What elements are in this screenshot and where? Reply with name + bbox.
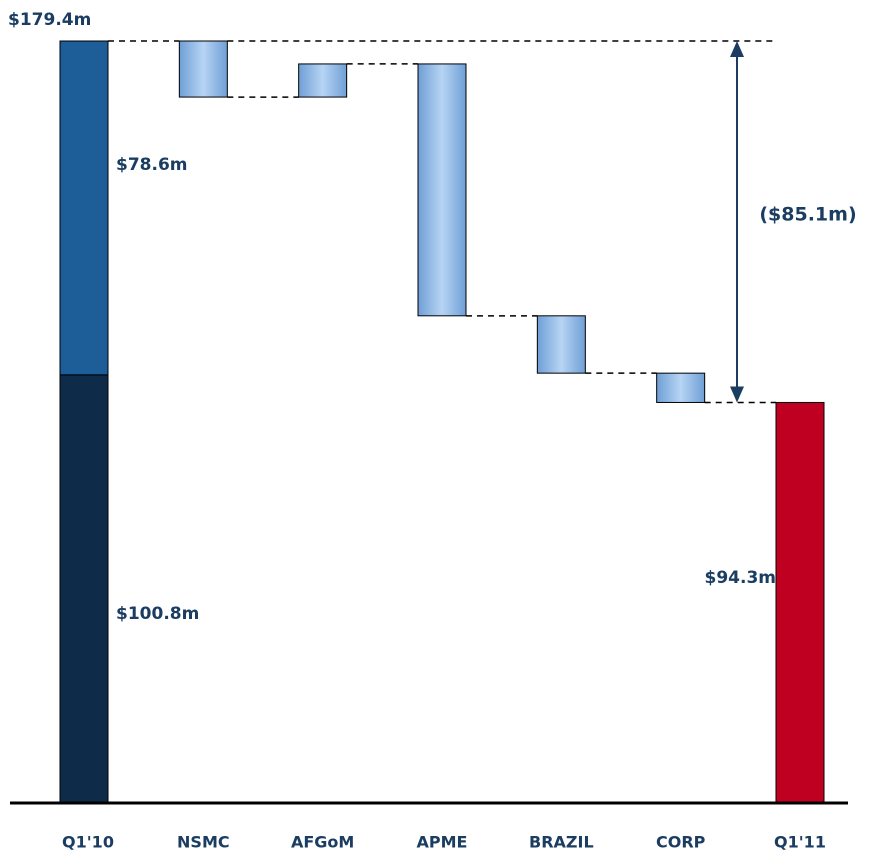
x-tick-label: Q1'11 (774, 833, 826, 852)
change-bar (536, 315, 586, 374)
x-tick-label: NSMC (177, 833, 230, 852)
total-label: $179.4m (8, 10, 91, 30)
change-bar (178, 40, 228, 98)
bar-segment (59, 374, 109, 804)
change-bar (656, 372, 706, 403)
x-tick-label: Q1'10 (62, 833, 114, 852)
segment-label: $78.6m (116, 155, 188, 175)
x-tick-label: CORP (656, 833, 706, 852)
change-bar (417, 63, 467, 317)
change-bar (298, 63, 348, 98)
end-label: $94.3m (705, 568, 777, 588)
arrow-head (730, 41, 744, 57)
bar-segment (59, 40, 109, 376)
x-tick-label: BRAZIL (529, 833, 594, 852)
change-label: ($85.1m) (759, 204, 856, 226)
segment-label: $100.8m (116, 604, 199, 624)
end-bar (775, 401, 825, 804)
x-tick-label: AFGoM (291, 833, 354, 852)
x-tick-label: APME (417, 833, 468, 852)
arrow-head (730, 386, 744, 403)
